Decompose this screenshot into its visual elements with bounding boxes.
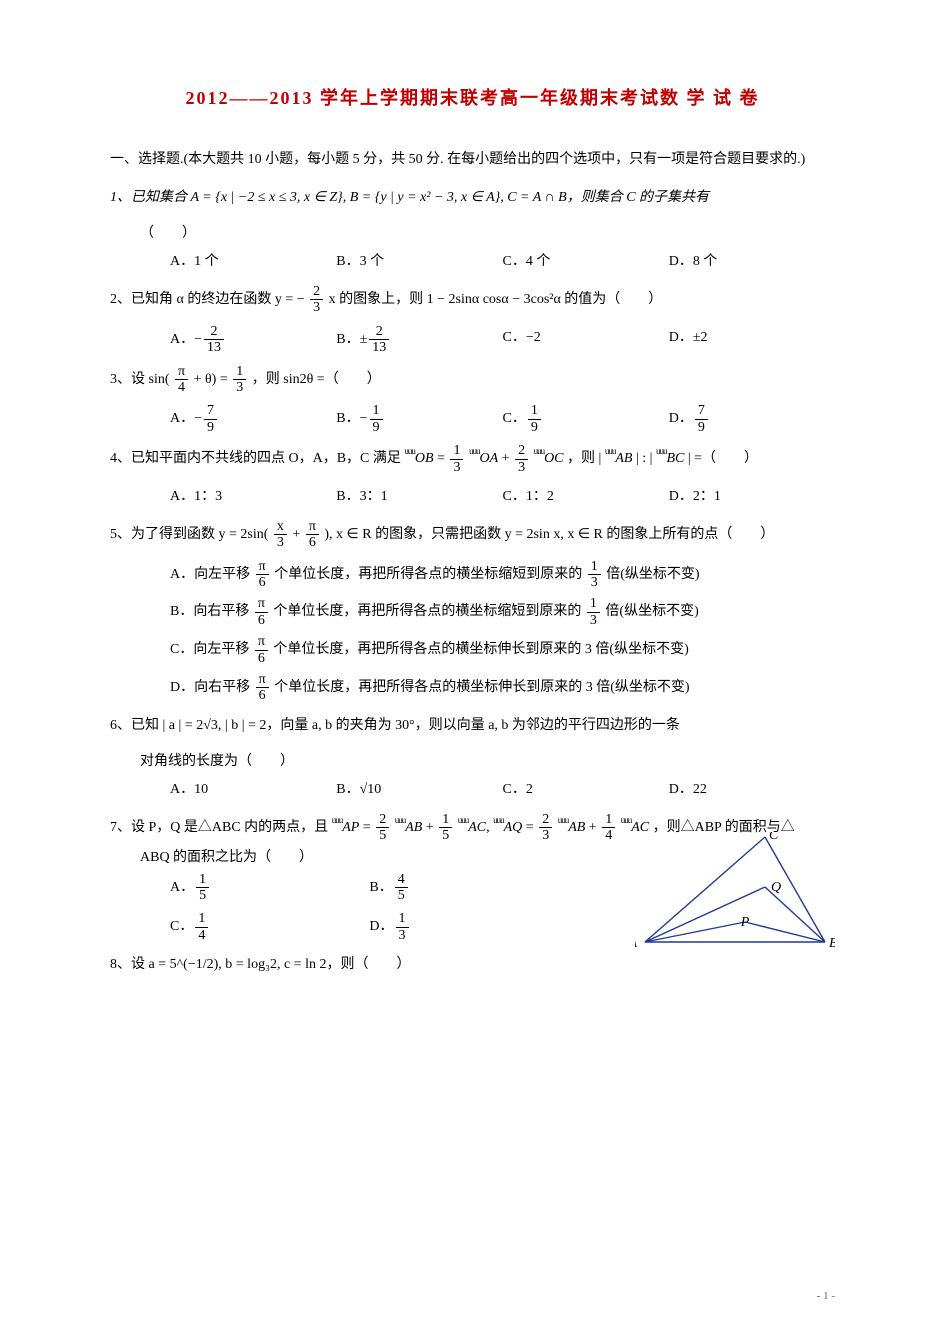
q4-options: A．1：3 B．3：1 C．1：2 D．2：1 xyxy=(110,483,835,511)
q6-opt-a: A．10 xyxy=(170,776,336,804)
q7-opt-a: A．15 xyxy=(170,872,369,904)
exam-title: 2012——2013 学年上学期期末联考高一年级期末考试数 学 试 卷 xyxy=(110,80,835,116)
vector-arrow-icon: uuu xyxy=(458,815,469,825)
q1-options: A．1 个 B．3 个 C．4 个 D．8 个 xyxy=(110,248,835,276)
svg-text:C: C xyxy=(769,832,779,843)
question-2: 2、已知角 α 的终边在函数 y = − 23 x 的图象上，则 1 − 2si… xyxy=(110,284,835,316)
vector-arrow-icon: uuu xyxy=(558,815,569,825)
vector-arrow-icon: uuu xyxy=(469,446,480,456)
q1-opt-d: D．8 个 xyxy=(669,248,835,276)
q7-options: A．15 B．45 C．14 D．13 xyxy=(110,872,569,944)
q3-stem-a: 3、设 sin( xyxy=(110,372,170,387)
q4-stem-b: ，则 | xyxy=(567,451,605,466)
q2-opt-c: C．−2 xyxy=(503,324,669,356)
q4-opt-a: A．1：3 xyxy=(170,483,336,511)
q5-opt-b: B．向右平移 π6 个单位长度，再把所得各点的横坐标缩短到原来的 13 倍(纵坐… xyxy=(110,596,835,628)
q6-stem-a: 6、已知 | a | = 2√3, | b | = 2，向量 a, b 的夹角为… xyxy=(110,718,680,733)
vector-arrow-icon: uuu xyxy=(656,446,667,456)
q7-opt-b: B．45 xyxy=(369,872,568,904)
q3-opt-c: C．19 xyxy=(503,403,669,435)
q8-stem: 8、设 a = 5^(−1/2), b = log₃2, c = ln 2，则（… xyxy=(110,957,410,972)
q6-options: A．10 B．√10 C．2 D．22 xyxy=(110,776,835,804)
question-6: 6、已知 | a | = 2√3, | b | = 2，向量 a, b 的夹角为… xyxy=(110,712,835,740)
q3-frac2: 13 xyxy=(233,364,246,396)
q1-opt-b: B．3 个 xyxy=(336,248,502,276)
question-5: 5、为了得到函数 y = 2sin( x3 + π6 ), x ∈ R 的图象，… xyxy=(110,519,835,551)
q1-blank: （ ） xyxy=(110,220,835,248)
q2-opt-b: B．±213 xyxy=(336,324,502,356)
q7-stem-a: 7、设 P，Q 是△ABC 内的两点，且 xyxy=(110,820,332,835)
q3-options: A．−79 B．−19 C．19 D．79 xyxy=(110,403,835,435)
vector-arrow-icon: uuu xyxy=(534,446,545,456)
q7-opt-d: D．13 xyxy=(369,911,568,943)
vector-arrow-icon: uuu xyxy=(332,815,343,825)
q2-frac: 23 xyxy=(310,284,323,316)
q1-opt-a: A．1 个 xyxy=(170,248,336,276)
q6-opt-d: D．22 xyxy=(669,776,835,804)
q4-stem-a: 4、已知平面内不共线的四点 O，A，B，C 满足 xyxy=(110,451,404,466)
q5-stem-a: 5、为了得到函数 y = 2sin( xyxy=(110,527,268,542)
q2-opt-a: A．−213 xyxy=(170,324,336,356)
vector-arrow-icon: uuu xyxy=(395,815,406,825)
q5-stem-b: + xyxy=(292,527,303,542)
q4-opt-d: D．2：1 xyxy=(669,483,835,511)
svg-text:Q: Q xyxy=(771,880,781,895)
question-3: 3、设 sin( π4 + θ) = 13 ，则 sin2θ =（ ） xyxy=(110,364,835,396)
q4-stem-c: | =（ ） xyxy=(688,451,758,466)
question-4: 4、已知平面内不共线的四点 O，A，B，C 满足 uuuOB = 13 uuuO… xyxy=(110,443,835,475)
q1-stem: 1、已知集合 A = {x | −2 ≤ x ≤ 3, x ∈ Z}, B = … xyxy=(110,190,709,205)
q3-opt-a: A．−79 xyxy=(170,403,336,435)
page-number: - 1 - xyxy=(817,1285,835,1307)
q3-opt-d: D．79 xyxy=(669,403,835,435)
q4-opt-b: B．3：1 xyxy=(336,483,502,511)
section-instructions: 一、选择题.(本大题共 10 小题，每小题 5 分，共 50 分. 在每小题给出… xyxy=(110,146,835,174)
svg-text:P: P xyxy=(740,915,750,930)
q6-opt-c: C．2 xyxy=(503,776,669,804)
q6-stem-b: 对角线的长度为（ ） xyxy=(110,748,835,776)
vector-arrow-icon: uuu xyxy=(605,446,616,456)
q3-stem-c: ，则 sin2θ =（ ） xyxy=(252,372,381,387)
svg-text:A: A xyxy=(635,936,637,951)
q5-opt-d: D．向右平移 π6 个单位长度，再把所得各点的横坐标伸长到原来的 3 倍(纵坐标… xyxy=(110,672,835,704)
question-1: 1、已知集合 A = {x | −2 ≤ x ≤ 3, x ∈ Z}, B = … xyxy=(110,184,835,212)
q5-opt-a: A．向左平移 π6 个单位长度，再把所得各点的横坐标缩短到原来的 13 倍(纵坐… xyxy=(110,559,835,591)
q7-opt-c: C．14 xyxy=(170,911,369,943)
question-8: 8、设 a = 5^(−1/2), b = log₃2, c = ln 2，则（… xyxy=(110,951,835,979)
q3-frac1: π4 xyxy=(175,364,188,396)
q2-stem-a: 2、已知角 α 的终边在函数 y = − xyxy=(110,292,305,307)
q4-opt-c: C．1：2 xyxy=(503,483,669,511)
svg-text:B: B xyxy=(829,936,835,951)
vector-arrow-icon: uuu xyxy=(493,815,504,825)
q1-opt-c: C．4 个 xyxy=(503,248,669,276)
q2-opt-d: D．±2 xyxy=(669,324,835,356)
vector-arrow-icon: uuu xyxy=(404,446,415,456)
q3-opt-b: B．−19 xyxy=(336,403,502,435)
q5-opt-c: C．向左平移 π6 个单位长度，再把所得各点的横坐标伸长到原来的 3 倍(纵坐标… xyxy=(110,634,835,666)
q6-opt-b: B．√10 xyxy=(336,776,502,804)
question-7: 7、设 P，Q 是△ABC 内的两点，且 uuuAP = 25 uuuAB + … xyxy=(110,812,835,943)
triangle-diagram-icon: A B C Q P xyxy=(635,832,835,952)
vector-arrow-icon: uuu xyxy=(621,815,632,825)
q2-options: A．−213 B．±213 C．−2 D．±2 xyxy=(110,324,835,356)
q5-stem-c: ), x ∈ R 的图象，只需把函数 y = 2sin x, x ∈ R 的图象… xyxy=(324,527,774,542)
q2-stem-b: x 的图象上，则 1 − 2sinα cosα − 3cos²α 的值为（ ） xyxy=(329,292,663,307)
q3-stem-b: + θ) = xyxy=(194,372,232,387)
